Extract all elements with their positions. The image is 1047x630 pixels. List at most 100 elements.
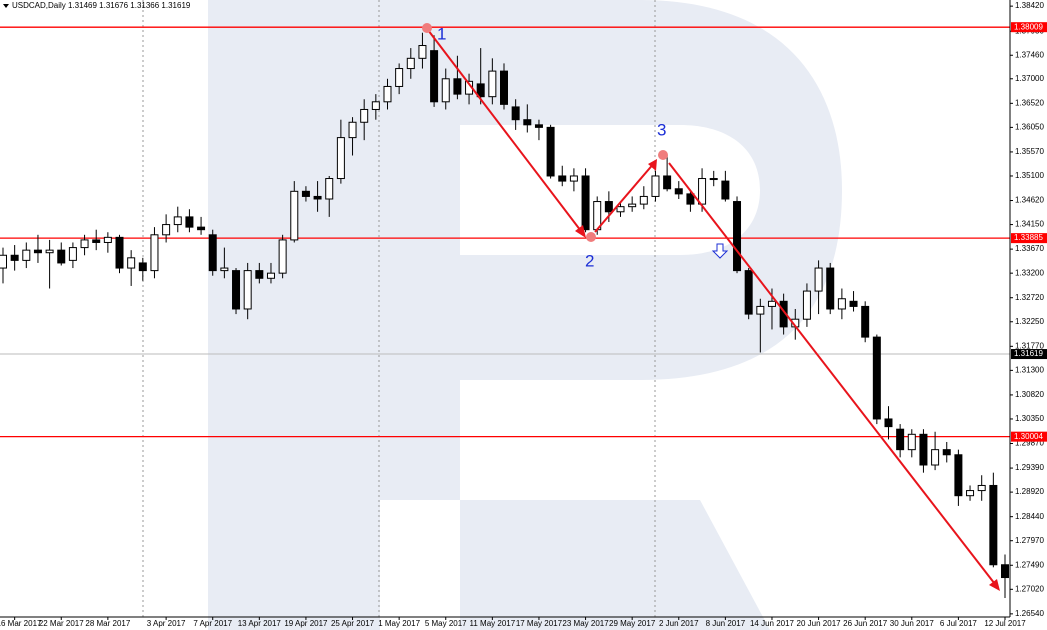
x-tick-label: 1 May 2017 <box>378 619 420 628</box>
candle-body <box>767 300 776 307</box>
candle-body <box>313 195 322 200</box>
y-tick-label: 1.32250 <box>1015 317 1044 326</box>
candle-body <box>907 433 916 451</box>
x-tick-label: 11 May 2017 <box>470 619 516 628</box>
candle-body <box>569 175 578 182</box>
candle-body <box>954 454 963 497</box>
y-tick-label: 1.36050 <box>1015 122 1044 131</box>
x-tick-label: 2 Jun 2017 <box>659 619 699 628</box>
candle-body <box>383 85 392 103</box>
y-tick-label: 1.31300 <box>1015 365 1044 374</box>
candle-body <box>138 262 147 272</box>
candle-body <box>674 188 683 195</box>
y-tick-label: 1.31770 <box>1015 341 1044 350</box>
candle-body <box>476 83 485 98</box>
level-label-box <box>1011 233 1047 244</box>
candle-body <box>849 300 858 307</box>
candle-body <box>802 290 811 320</box>
candles <box>0 32 1009 599</box>
candle-body <box>698 178 707 205</box>
candle-body <box>336 137 345 180</box>
chart-title: USDCAD,Daily 1.31469 1.31676 1.31366 1.3… <box>12 1 191 10</box>
x-tick-label: 7 Apr 2017 <box>193 619 232 628</box>
level-label: 1.38009 <box>1014 22 1043 31</box>
candle-body <box>232 270 241 310</box>
annotation-label: 3 <box>657 120 666 139</box>
annotation-label: 2 <box>585 251 594 270</box>
level-label-box <box>1011 22 1047 33</box>
candle-body <box>33 249 42 254</box>
y-tick-label: 1.38420 <box>1015 1 1044 10</box>
x-tick-label: 17 May 2017 <box>516 619 563 628</box>
annotation-label: 1 <box>437 24 446 43</box>
menu-triangle <box>3 4 9 8</box>
candle-body <box>663 175 672 190</box>
y-tick-label: 1.33200 <box>1015 268 1044 277</box>
candle-body <box>150 234 159 272</box>
candle-body <box>290 190 299 241</box>
candle-body <box>534 124 543 128</box>
candle-body <box>721 180 730 200</box>
x-tick-label: 19 Apr 2017 <box>284 619 328 628</box>
candle-body <box>10 254 19 261</box>
candle-body <box>523 119 532 126</box>
candle-body <box>45 249 54 254</box>
current-price-box <box>1011 349 1047 360</box>
x-tick-label: 29 May 2017 <box>609 619 656 628</box>
candle-body <box>348 121 357 139</box>
x-tick-label: 26 Jun 2017 <box>843 619 888 628</box>
candle-body <box>430 50 439 103</box>
pivot-points <box>422 23 668 242</box>
x-tick-label: 22 Mar 2017 <box>39 619 84 628</box>
candle-body <box>500 70 508 105</box>
candle-body <box>639 195 648 205</box>
candle-body <box>488 70 497 98</box>
y-tick-label: 1.35570 <box>1015 147 1044 156</box>
candle-body <box>127 257 136 269</box>
y-tick-label: 1.26540 <box>1015 609 1044 618</box>
annotation-arrows <box>427 29 999 589</box>
x-tick-label: 3 Apr 2017 <box>147 619 186 628</box>
y-tick-label: 1.37460 <box>1015 50 1044 59</box>
y-tick-label: 1.34620 <box>1015 196 1044 205</box>
arrow-heads <box>575 159 1000 591</box>
y-tick-label: 1.37000 <box>1015 74 1044 83</box>
candle-body <box>243 270 252 310</box>
x-tick-label: 14 Jun 2017 <box>750 619 795 628</box>
candle-body <box>814 267 823 292</box>
candle-body <box>360 108 369 123</box>
candle-body <box>57 249 66 264</box>
watermark <box>208 0 842 630</box>
candle-body <box>872 336 881 420</box>
candle-body <box>418 45 427 59</box>
y-tick-label: 1.36520 <box>1015 98 1044 107</box>
candle-body <box>686 193 695 205</box>
candle-body <box>278 239 287 274</box>
y-tick-label: 1.30350 <box>1015 414 1044 423</box>
candle-body <box>220 267 229 272</box>
x-tick-label: 12 Jul 2017 <box>984 619 1026 628</box>
candle-body <box>756 305 765 315</box>
candle-body <box>301 190 310 197</box>
candle-body <box>115 236 124 269</box>
candle-body <box>604 201 613 213</box>
level-label-box <box>1011 431 1047 442</box>
y-tick-label: 1.27490 <box>1015 560 1044 569</box>
x-tick-label: 25 Apr 2017 <box>331 619 375 628</box>
candle-body <box>22 249 31 261</box>
candle-body <box>80 239 89 249</box>
candle-body <box>546 126 555 177</box>
signal-arrow <box>711 243 729 259</box>
candle-body <box>861 305 870 338</box>
candle-body <box>395 68 404 87</box>
candle-body <box>103 236 112 243</box>
candle-body <box>826 267 835 310</box>
candle-body <box>709 178 718 181</box>
level-label: 1.30004 <box>1014 432 1043 441</box>
candle-body <box>266 272 275 279</box>
candle-body <box>837 298 846 310</box>
candle-body <box>0 254 7 269</box>
y-tick-label: 1.34150 <box>1015 220 1044 229</box>
candle-body <box>651 175 660 197</box>
